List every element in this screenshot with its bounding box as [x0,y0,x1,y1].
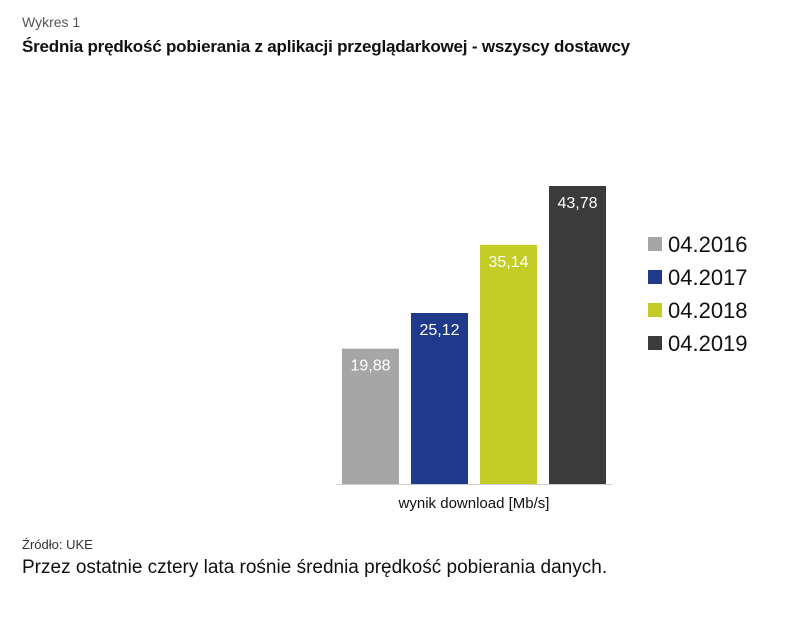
bar-04.2016 [342,348,399,484]
data-label-04.2017: 25,12 [419,322,459,339]
bar-04.2017 [411,313,468,484]
x-axis-label: wynik download [Mb/s] [398,495,550,512]
legend-swatch-04.2019 [648,336,662,350]
caption: Przez ostatnie cztery lata rośnie średni… [22,557,608,578]
bar-04.2018 [480,244,537,484]
legend-label-04.2018: 04.2018 [668,298,748,323]
legend-label-04.2017: 04.2017 [668,265,748,290]
legend-swatch-04.2017 [648,270,662,284]
data-label-04.2016: 19,88 [350,358,390,375]
bar-04.2019 [549,186,606,484]
legend-label-04.2016: 04.2016 [668,232,748,257]
legend-label-04.2019: 04.2019 [668,331,748,356]
data-label-04.2019: 43,78 [557,195,597,212]
legend-swatch-04.2018 [648,303,662,317]
figure-label: Wykres 1 [22,14,81,30]
legend: 04.2016 04.2017 04.2018 04.2019 [648,232,748,356]
chart-title: Średnia prędkość pobierania z aplikacji … [22,37,630,56]
bars-layer: 19,88 25,12 35,14 43,78 [342,186,606,484]
data-label-04.2018: 35,14 [488,254,528,271]
source-note: Źródło: UKE [22,537,93,552]
legend-swatch-04.2016 [648,237,662,251]
